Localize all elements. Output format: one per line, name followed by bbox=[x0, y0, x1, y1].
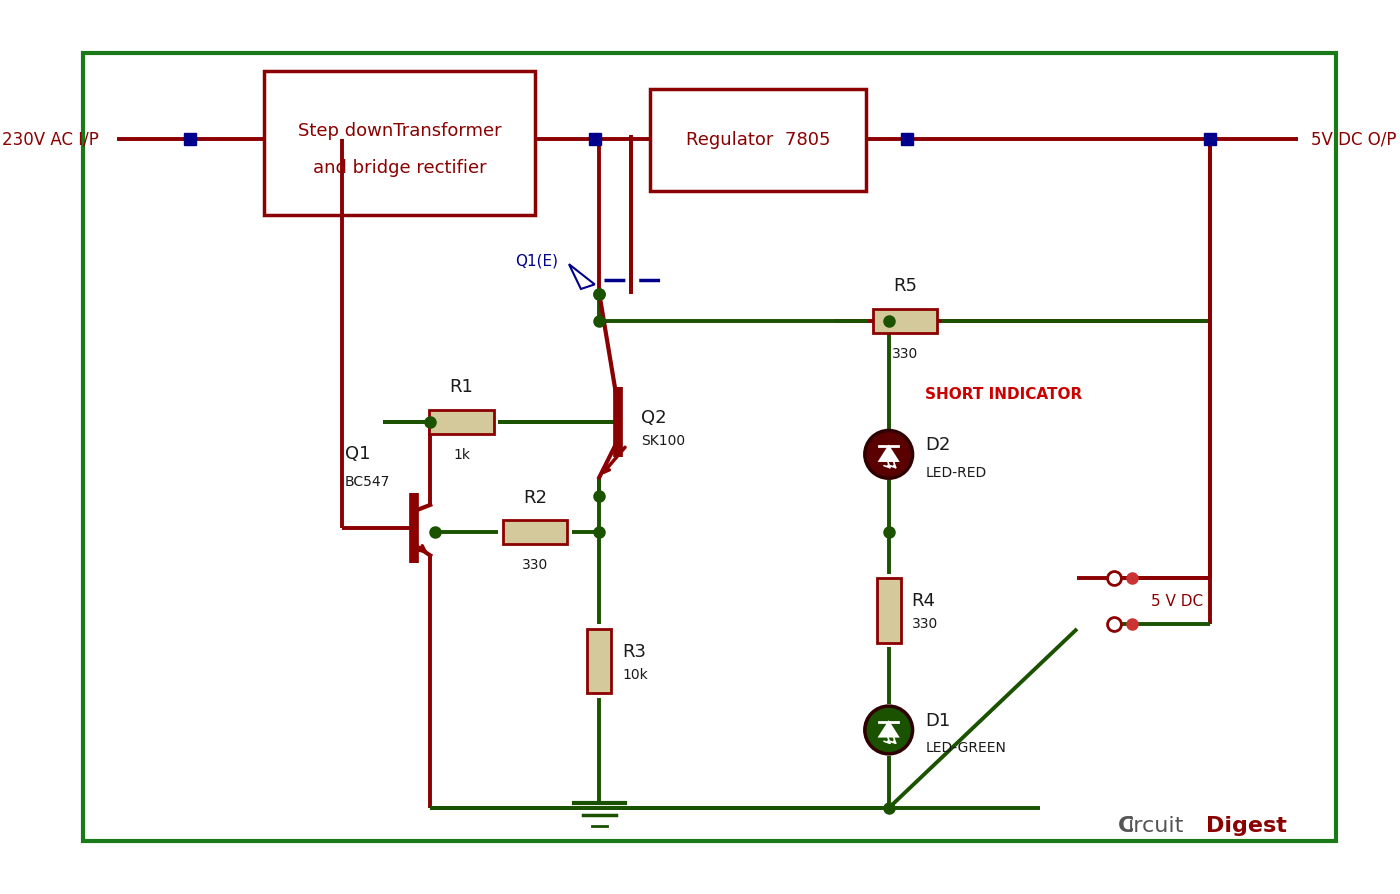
Bar bbox=[650, 89, 865, 190]
Text: R4: R4 bbox=[911, 593, 935, 611]
Text: 5 V DC: 5 V DC bbox=[1151, 594, 1203, 609]
Text: LED-GREEN: LED-GREEN bbox=[925, 741, 1007, 755]
Text: R5: R5 bbox=[893, 277, 917, 295]
Bar bbox=[872, 309, 937, 333]
Bar bbox=[588, 628, 612, 693]
Text: Q1(E): Q1(E) bbox=[515, 254, 559, 269]
Text: R1: R1 bbox=[449, 378, 473, 396]
Text: 5V DC O/P: 5V DC O/P bbox=[1312, 131, 1397, 148]
Polygon shape bbox=[879, 722, 897, 737]
Bar bbox=[503, 520, 567, 544]
Text: Step downTransformer: Step downTransformer bbox=[298, 122, 501, 140]
Text: 10k: 10k bbox=[622, 668, 648, 682]
Bar bbox=[876, 578, 900, 643]
Text: 330: 330 bbox=[892, 347, 918, 361]
Text: 230V AC I/P: 230V AC I/P bbox=[1, 131, 98, 148]
Text: 1k: 1k bbox=[454, 448, 470, 462]
Text: Regulator  7805: Regulator 7805 bbox=[686, 131, 830, 148]
Text: Q2: Q2 bbox=[641, 409, 666, 426]
Bar bbox=[265, 72, 535, 215]
Text: ircuit: ircuit bbox=[1127, 816, 1184, 837]
Text: LED-RED: LED-RED bbox=[925, 466, 987, 480]
Text: 330: 330 bbox=[522, 558, 549, 572]
Text: Q1: Q1 bbox=[344, 445, 371, 463]
Text: Digest: Digest bbox=[1205, 816, 1287, 837]
Text: SK100: SK100 bbox=[641, 434, 685, 448]
Bar bbox=[430, 410, 494, 434]
Text: C: C bbox=[1119, 816, 1135, 837]
Text: 330: 330 bbox=[911, 618, 938, 631]
Text: R2: R2 bbox=[524, 489, 547, 507]
Text: D2: D2 bbox=[925, 436, 951, 454]
Circle shape bbox=[865, 431, 913, 478]
Circle shape bbox=[865, 706, 913, 754]
Polygon shape bbox=[568, 264, 595, 289]
Text: and bridge rectifier: and bridge rectifier bbox=[312, 159, 486, 177]
Text: BC547: BC547 bbox=[344, 475, 391, 489]
Text: D1: D1 bbox=[925, 712, 951, 730]
Polygon shape bbox=[879, 446, 897, 461]
Text: SHORT INDICATOR: SHORT INDICATOR bbox=[925, 387, 1082, 402]
Text: R3: R3 bbox=[622, 643, 647, 661]
